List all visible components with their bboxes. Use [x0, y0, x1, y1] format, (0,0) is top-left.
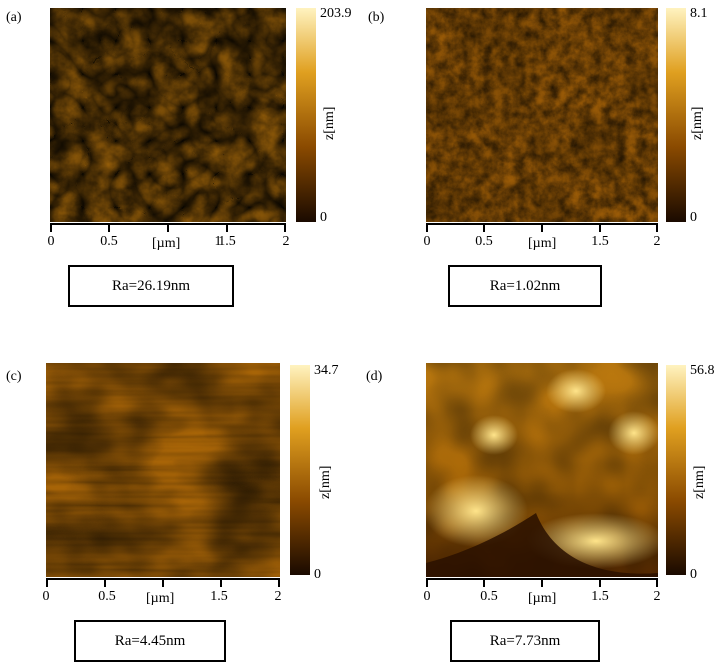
x-tick-label: 1.5: [218, 234, 236, 249]
z-unit-label: z[nm]: [692, 465, 707, 499]
x-tick-label: 0: [47, 234, 55, 249]
roughness-box: Ra=7.73nm: [450, 620, 600, 662]
panel-c: (c) 34.7 0 z[nm] 0 0.5 1.5 2 [µm: [0, 333, 360, 666]
panel-a: (a) 203.9 0 z[nm] 0 0.5 1 1.5 1.: [0, 0, 360, 333]
z-max-label: 203.9: [320, 6, 352, 21]
x-tick-label: 0: [423, 234, 431, 249]
afm-image: [46, 363, 280, 577]
roughness-box: Ra=26.19nm: [68, 265, 234, 307]
x-tick-label: 0.5: [480, 589, 498, 604]
x-tick-label: 2: [274, 589, 282, 604]
x-tick-label: 0: [423, 589, 431, 604]
color-scale-bar: [666, 365, 686, 575]
roughness-value: Ra=26.19nm: [111, 277, 191, 294]
panel-label: (d): [366, 369, 383, 384]
x-axis: [50, 223, 286, 232]
x-tick-label: 2: [282, 234, 290, 249]
roughness-value: Ra=7.73nm: [489, 632, 561, 649]
x-unit-label: [µm]: [146, 591, 175, 606]
roughness-box: Ra=1.02nm: [448, 265, 602, 307]
x-tick-label: 0.5: [100, 234, 118, 249]
x-axis: [426, 578, 658, 587]
roughness-value: Ra=1.02nm: [489, 277, 561, 294]
x-tick-label: 1.5: [591, 589, 609, 604]
x-tick-label: 0.5: [475, 234, 493, 249]
x-axis: [426, 223, 658, 232]
panel-label: (c): [6, 369, 22, 384]
z-min-label: 0: [320, 210, 327, 225]
color-scale-bar: [290, 365, 310, 575]
color-scale-bar: [296, 8, 316, 222]
x-tick-label: 2: [653, 234, 661, 249]
x-tick-label: 0.5: [98, 589, 116, 604]
afm-image: [426, 8, 658, 222]
x-unit-label: [µm]: [528, 591, 557, 606]
z-min-label: 0: [314, 567, 321, 582]
x-unit-label: [µm]: [152, 236, 181, 251]
x-tick-label: 2: [653, 589, 661, 604]
color-scale-bar: [666, 8, 686, 222]
panel-label: (a): [6, 10, 22, 25]
z-unit-label: z[nm]: [322, 106, 337, 140]
panel-d: (d) 56.8 0 z[nm] 0 0.5: [360, 333, 720, 666]
z-min-label: 0: [690, 210, 697, 225]
z-unit-label: z[nm]: [690, 106, 705, 140]
afm-image: [426, 363, 658, 577]
roughness-value: Ra=4.45nm: [114, 632, 186, 649]
z-min-label: 0: [690, 567, 697, 582]
afm-image: [50, 8, 286, 222]
x-tick-label: 1.5: [210, 589, 228, 604]
z-max-label: 56.8: [690, 363, 715, 378]
x-tick-label: 0: [42, 589, 50, 604]
panel-b: (b) 8.1 0 z[nm] 0 0.5 1.5 2 [µm]: [360, 0, 720, 333]
x-tick-label: 1: [214, 234, 222, 249]
panel-label: (b): [368, 10, 385, 25]
x-tick-label: 1.5: [591, 234, 609, 249]
x-unit-label: [µm]: [528, 236, 557, 251]
roughness-box: Ra=4.45nm: [74, 620, 226, 662]
z-unit-label: z[nm]: [318, 465, 333, 499]
z-max-label: 8.1: [690, 6, 708, 21]
x-axis: [46, 578, 280, 587]
z-max-label: 34.7: [314, 363, 339, 378]
